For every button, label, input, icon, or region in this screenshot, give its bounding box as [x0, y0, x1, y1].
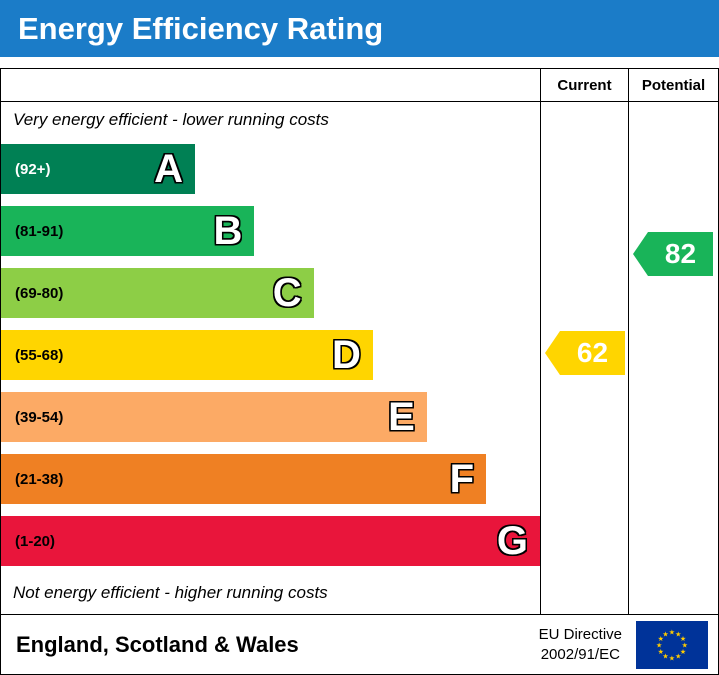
svg-text:★: ★: [675, 629, 681, 638]
svg-text:★: ★: [662, 651, 668, 660]
eu-directive-line2: 2002/91/EC: [540, 645, 620, 663]
band-B: (81-91) B: [1, 206, 255, 256]
svg-text:★: ★: [662, 629, 668, 638]
potential-column: 82: [628, 102, 718, 614]
bands-column: Very energy efficient - lower running co…: [1, 102, 540, 614]
band-C: (69-80) C: [1, 268, 314, 318]
band-E: (39-54) E: [1, 392, 427, 442]
band-letter-F: F: [449, 457, 475, 501]
band-D: (55-68) D: [1, 330, 373, 380]
svg-text:★: ★: [658, 646, 664, 655]
band-letter-E: E: [388, 395, 415, 439]
svg-text:★: ★: [669, 627, 675, 636]
band-range-E: (39-54): [15, 408, 64, 426]
svg-text:★: ★: [658, 634, 664, 643]
band-letter-B: B: [213, 209, 243, 253]
footer-region-label: England, Scotland & Wales: [16, 631, 299, 657]
eu-directive-line1: EU Directive: [538, 626, 622, 643]
band-range-D: (55-68): [15, 346, 64, 364]
band-range-A: (92+): [15, 160, 51, 178]
band-row-B: (81-91) B: [1, 200, 540, 262]
band-range-F: (21-38): [15, 470, 64, 488]
page-title: Energy Efficiency Rating: [18, 10, 384, 46]
svg-text:★: ★: [682, 640, 688, 649]
chart-header-row: Current Potential: [1, 69, 718, 102]
current-column: 62: [540, 102, 628, 614]
bands: (92+) A (81-91) B (69-80) C (55-68) D (39-54) E (2…: [1, 138, 540, 572]
svg-text:★: ★: [669, 653, 675, 662]
current-arrow: 62: [545, 331, 625, 375]
band-row-E: (39-54) E: [1, 386, 540, 448]
chart-footer: England, Scotland & Wales EU Directive 2…: [1, 614, 718, 674]
band-letter-D: D: [332, 333, 361, 377]
bottom-note: Not energy efficient - higher running co…: [13, 583, 328, 602]
band-F: (21-38) F: [1, 454, 487, 504]
eu-flag-icon: ★ ★ ★ ★ ★ ★ ★ ★ ★ ★ ★ ★: [636, 620, 708, 669]
band-letter-A: A: [154, 147, 184, 191]
svg-text:★: ★: [680, 646, 686, 655]
band-row-G: (1-20) G: [1, 510, 540, 572]
band-G: (1-20) G: [1, 516, 540, 566]
band-row-C: (69-80) C: [1, 262, 540, 324]
svg-text:★: ★: [680, 634, 686, 643]
band-row-A: (92+) A: [1, 138, 540, 200]
svg-text:★: ★: [675, 651, 681, 660]
page-title-banner: Energy Efficiency Rating: [0, 0, 719, 57]
band-range-C: (69-80): [15, 284, 64, 302]
chart-body: Very energy efficient - lower running co…: [1, 102, 718, 614]
band-letter-C: C: [272, 271, 302, 315]
band-letter-G: G: [496, 519, 528, 563]
band-range-B: (81-91): [15, 222, 64, 240]
svg-text:★: ★: [656, 640, 662, 649]
potential-arrow: 82: [633, 232, 713, 276]
current-column-header: Current: [540, 69, 628, 101]
eu-directive-text: EU Directive 2002/91/EC: [539, 625, 622, 664]
band-A: (92+) A: [1, 144, 196, 194]
band-row-D: (55-68) D: [1, 324, 540, 386]
header-spacer: [1, 69, 540, 101]
potential-column-header: Potential: [628, 69, 718, 101]
energy-rating-chart: Current Potential Very energy efficient …: [0, 68, 719, 675]
top-note: Very energy efficient - lower running co…: [13, 110, 329, 129]
band-row-F: (21-38) F: [1, 448, 540, 510]
band-range-G: (1-20): [15, 532, 56, 550]
